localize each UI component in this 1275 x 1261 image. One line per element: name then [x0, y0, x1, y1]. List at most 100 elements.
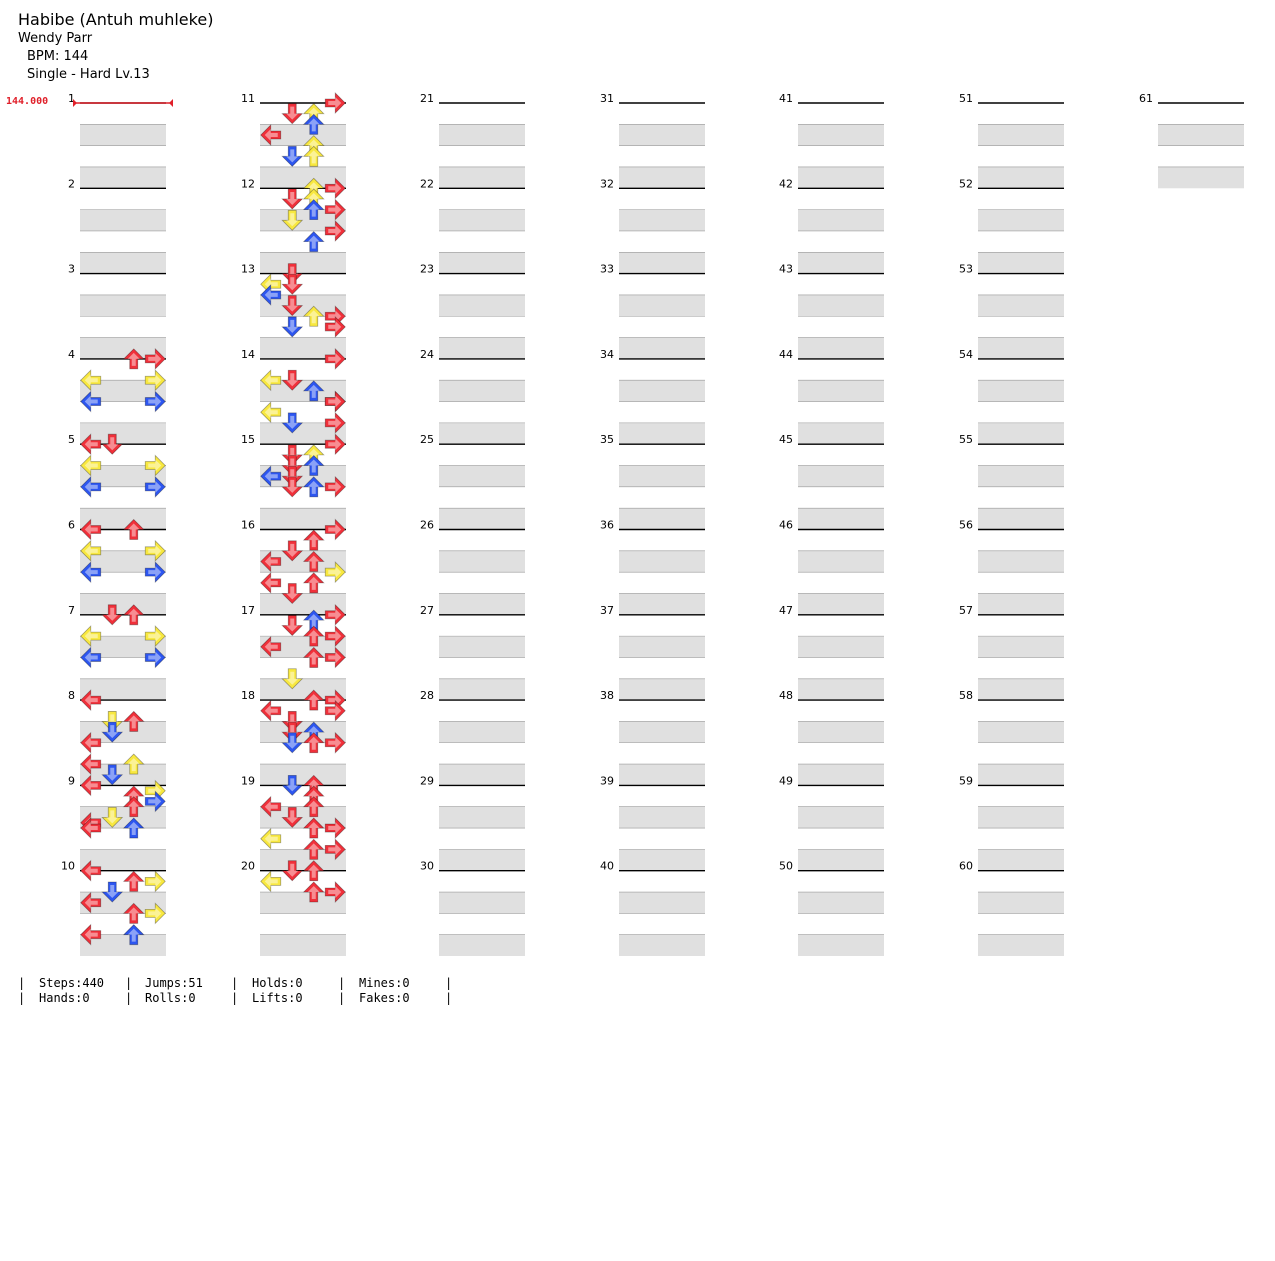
beat-stripe: [80, 209, 166, 231]
measure-2: 2: [68, 177, 166, 274]
beat-stripe: [80, 124, 166, 146]
left-arrow-note: [260, 572, 282, 594]
measure-28: 28: [420, 689, 525, 786]
beat-stripe: [260, 166, 346, 189]
up-arrow-note: [123, 870, 145, 892]
beat-stripe: [798, 636, 884, 658]
beat-stripe: [1158, 166, 1244, 189]
beat-stripe: [798, 380, 884, 402]
measure-number: 23: [420, 263, 434, 276]
measure-49: 49: [779, 774, 884, 871]
measure-3: 3: [68, 263, 166, 359]
beat-stripe: [80, 636, 166, 658]
beat-stripe: [798, 252, 884, 274]
stats-divider: |: [125, 976, 133, 990]
beat-stripe: [978, 593, 1064, 615]
measure-number: 27: [420, 604, 434, 617]
measure-54: 54: [959, 348, 1064, 445]
beat-stripe: [798, 465, 884, 487]
measure-22: 22: [420, 177, 525, 274]
stat-mines: Mines:0: [359, 976, 410, 990]
beat-stripe: [798, 849, 884, 871]
stats-divider: |: [18, 976, 26, 990]
stat-fakes: Fakes:0: [359, 991, 410, 1005]
measure-50: 50: [779, 860, 884, 956]
stat-hands: Hands:0: [39, 991, 90, 1005]
stats-divider: |: [125, 991, 133, 1005]
down-arrow-note: [281, 145, 303, 167]
measure-43: 43: [779, 263, 884, 359]
beat-stripe: [978, 934, 1064, 956]
measure-24: 24: [420, 348, 525, 445]
beat-stripe: [619, 636, 705, 658]
measure-39: 39: [600, 774, 705, 871]
measure-61: 61: [1139, 92, 1244, 189]
measure-number: 19: [241, 774, 255, 787]
beat-stripe: [978, 252, 1064, 274]
measure-58: 58: [959, 689, 1064, 786]
measure-number: 55: [959, 433, 973, 446]
beat-stripe: [260, 550, 346, 573]
measure-10: 10: [61, 860, 166, 956]
up-arrow-note: [303, 145, 325, 167]
beat-stripe: [80, 465, 166, 487]
beat-stripe: [80, 337, 166, 359]
measure-number: 56: [959, 519, 973, 532]
measure-number: 9: [68, 774, 75, 787]
stats-divider: |: [231, 991, 239, 1005]
measure-number: 21: [420, 92, 434, 105]
measure-number: 24: [420, 348, 434, 361]
beat-stripe: [619, 892, 705, 914]
measure-41: 41: [779, 92, 884, 189]
measure-number: 60: [959, 860, 973, 873]
beat-stripe: [80, 806, 166, 829]
beat-stripe: [798, 806, 884, 829]
measure-number: 38: [600, 689, 614, 702]
measure-7: 7: [68, 604, 166, 701]
beat-stripe: [260, 337, 346, 359]
difficulty-label: Single - Hard Lv.13: [27, 67, 150, 82]
measure-45: 45: [779, 433, 884, 530]
measure-number: 17: [241, 604, 255, 617]
beat-stripe: [978, 380, 1064, 402]
beat-stripe: [798, 550, 884, 573]
measure-number: 47: [779, 604, 793, 617]
measure-number: 29: [420, 774, 434, 787]
beat-stripe: [978, 337, 1064, 359]
beat-stripe: [619, 294, 705, 317]
measure-number: 22: [420, 177, 434, 190]
measure-44: 44: [779, 348, 884, 445]
measure-number: 45: [779, 433, 793, 446]
beat-stripe: [798, 166, 884, 189]
measure-number: 2: [68, 177, 75, 190]
measure-31: 31: [600, 92, 705, 189]
measure-15: 15: [241, 433, 346, 530]
beat-stripe: [260, 764, 346, 786]
beat-stripe: [260, 209, 346, 231]
measure-number: 8: [68, 689, 75, 702]
measure-14: 14: [241, 348, 346, 445]
measure-38: 38: [600, 689, 705, 786]
measure-number: 59: [959, 774, 973, 787]
measure-number: 3: [68, 263, 75, 276]
stats-divider: |: [338, 976, 346, 990]
measure-number: 10: [61, 860, 75, 873]
beat-stripe: [978, 508, 1064, 530]
measure-number: 7: [68, 604, 75, 617]
beat-stripe: [260, 721, 346, 743]
measure-36: 36: [600, 519, 705, 615]
measure-number: 6: [68, 519, 75, 532]
beat-stripe: [439, 166, 525, 189]
beat-stripe: [439, 252, 525, 274]
beat-stripe: [80, 294, 166, 317]
measure-number: 43: [779, 263, 793, 276]
measure-23: 23: [420, 263, 525, 359]
beat-stripe: [80, 380, 166, 402]
beat-stripe: [80, 892, 166, 914]
beat-stripe: [260, 849, 346, 871]
down-arrow-note: [281, 188, 303, 210]
stat-lifts: Lifts:0: [252, 991, 303, 1005]
beat-stripe: [439, 764, 525, 786]
beat-stripe: [439, 892, 525, 914]
beat-stripe: [439, 934, 525, 956]
